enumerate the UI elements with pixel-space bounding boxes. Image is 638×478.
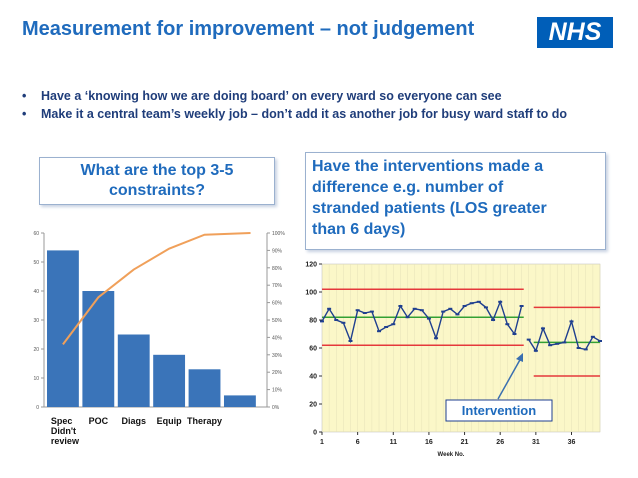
pareto-bar bbox=[223, 395, 256, 407]
run-x-tick-label: 6 bbox=[356, 439, 360, 446]
run-x-tick-label: 16 bbox=[425, 439, 433, 446]
y-tick-label: 10 bbox=[33, 376, 39, 382]
callout-line: constraints? bbox=[108, 182, 205, 199]
category-label: Didn't bbox=[51, 426, 76, 436]
slide-title: Measurement for improvement – not judgem… bbox=[22, 18, 475, 40]
y2-tick-label: 70% bbox=[272, 283, 283, 289]
run-x-tick-label: 36 bbox=[568, 439, 576, 446]
y2-tick-label: 10% bbox=[272, 388, 283, 394]
y2-tick-label: 80% bbox=[272, 266, 283, 272]
run-x-tick-label: 21 bbox=[461, 439, 469, 446]
pareto-bar bbox=[153, 354, 186, 407]
intervention-annotation-label: Intervention bbox=[462, 403, 536, 418]
run-x-tick-label: 26 bbox=[496, 439, 504, 446]
y-tick-label: 20 bbox=[33, 347, 39, 353]
y-tick-label: 30 bbox=[33, 318, 39, 324]
category-label: Therapy bbox=[187, 416, 222, 426]
run-y-tick-label: 120 bbox=[305, 262, 317, 269]
callout-line: stranded patients (LOS greater bbox=[312, 200, 547, 217]
callout-line: Have the interventions made a bbox=[312, 158, 544, 175]
run-x-tick-label: 11 bbox=[390, 439, 398, 446]
y-tick-label: 40 bbox=[33, 289, 39, 295]
y2-tick-label: 50% bbox=[272, 318, 283, 324]
y2-tick-label: 60% bbox=[272, 301, 283, 307]
interventions-callout: Have the interventions made a difference… bbox=[305, 152, 606, 250]
pareto-bar bbox=[188, 369, 221, 407]
callout-line: than 6 days) bbox=[312, 221, 406, 238]
y-tick-label: 60 bbox=[33, 231, 39, 237]
y-tick-label: 0 bbox=[36, 405, 39, 411]
run-y-tick-label: 80 bbox=[309, 318, 317, 325]
category-label: Equip bbox=[157, 416, 182, 426]
category-label: Diags bbox=[121, 416, 146, 426]
pareto-bar bbox=[82, 291, 115, 407]
category-label: POC bbox=[89, 416, 109, 426]
bullet-item: • Have a ‘knowing how we are doing board’… bbox=[22, 88, 607, 105]
bullet-dot-icon: • bbox=[22, 89, 27, 103]
intervention-annotation-box bbox=[445, 399, 553, 422]
run-y-tick-label: 40 bbox=[309, 374, 317, 381]
bullet-item: • Make it a central team’s weekly job – d… bbox=[22, 106, 607, 123]
run-x-tick-label: 31 bbox=[532, 439, 540, 446]
callout-line: difference e.g. number of bbox=[312, 179, 504, 196]
bullet-list: • Have a ‘knowing how we are doing board’… bbox=[22, 88, 607, 124]
y2-tick-label: 0% bbox=[272, 405, 280, 411]
intervention-arrow-head-icon bbox=[516, 353, 523, 362]
y2-tick-label: 20% bbox=[272, 370, 283, 376]
nhs-logo: NHS bbox=[537, 17, 613, 48]
y2-tick-label: 40% bbox=[272, 335, 283, 341]
run-y-tick-label: 100 bbox=[305, 290, 317, 297]
run-y-tick-label: 60 bbox=[309, 346, 317, 353]
y2-tick-label: 30% bbox=[272, 353, 283, 359]
y2-tick-label: 100% bbox=[272, 231, 285, 237]
intervention-arrow bbox=[497, 357, 522, 400]
cumulative-percent-line bbox=[62, 232, 251, 345]
bullet-text: Have a ‘knowing how we are doing board’ … bbox=[41, 89, 502, 103]
run-y-tick-label: 0 bbox=[313, 430, 317, 437]
bullet-dot-icon: • bbox=[22, 107, 27, 121]
y-tick-label: 50 bbox=[33, 260, 39, 266]
category-label: Spec bbox=[51, 416, 73, 426]
run-y-tick-label: 20 bbox=[309, 402, 317, 409]
callout-line: What are the top 3-5 bbox=[80, 162, 234, 179]
pareto-bar bbox=[117, 334, 150, 407]
run-x-axis-label: Week No. bbox=[438, 452, 465, 458]
y2-tick-label: 90% bbox=[272, 248, 283, 254]
run-x-tick-label: 1 bbox=[320, 439, 324, 446]
constraints-callout: What are the top 3-5 constraints? bbox=[39, 157, 275, 205]
bullet-text: Make it a central team’s weekly job – do… bbox=[41, 107, 568, 121]
category-label: review bbox=[51, 436, 80, 446]
